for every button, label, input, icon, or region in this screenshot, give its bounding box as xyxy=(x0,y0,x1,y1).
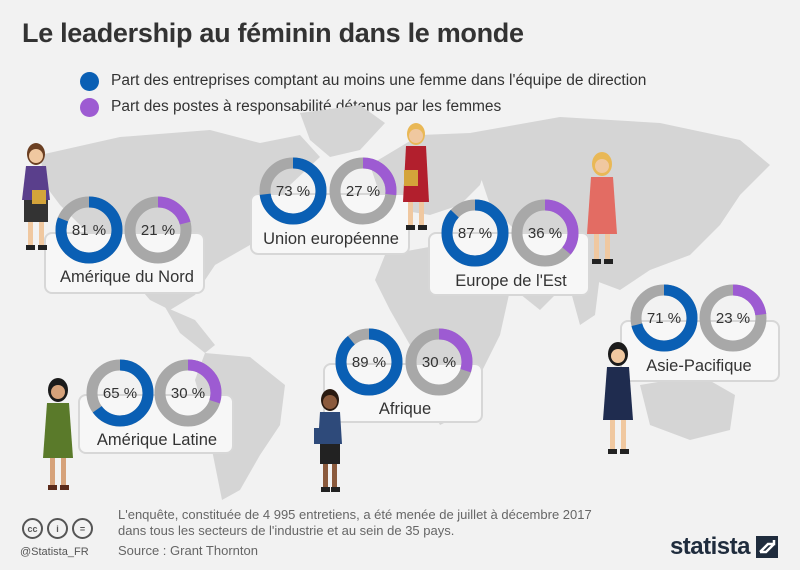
donut-europe-de-lest-series1: 87 % xyxy=(441,199,509,267)
footer-note-line2: dans tous les secteurs de l'industrie et… xyxy=(118,523,455,538)
region-label-amerique-du-nord: Amérique du Nord xyxy=(60,268,194,286)
donut-value-label: 65 % xyxy=(103,385,137,402)
donut-value-label: 30 % xyxy=(171,385,205,402)
statista-logo-mark-icon xyxy=(756,536,778,558)
donut-value-arc xyxy=(55,196,123,264)
legend-label-series2: Part des postes à responsabilité détenus… xyxy=(111,98,502,115)
donut-value-label: 30 % xyxy=(422,354,456,371)
donut-value-arc xyxy=(154,359,222,427)
legend-swatch-series2 xyxy=(80,97,99,117)
woman-figure-africa xyxy=(314,389,342,492)
donut-value-arc xyxy=(511,199,579,267)
legend-swatch-series1 xyxy=(80,71,99,91)
region-box-europe-de-lest xyxy=(428,232,590,296)
legend: Part des entreprises comptant au moins u… xyxy=(80,68,646,120)
donut-value-label: 71 % xyxy=(647,310,681,327)
donut-value-label: 27 % xyxy=(346,183,380,200)
donut-afrique-series1: 89 % xyxy=(335,328,403,396)
chart-title: Le leadership au féminin dans le monde xyxy=(22,18,524,48)
donut-value-arc xyxy=(405,328,473,396)
donut-amerique-du-nord-series2: 21 % xyxy=(124,196,192,264)
woman-figure-eastern-europe xyxy=(587,152,617,264)
donut-value-label: 89 % xyxy=(352,354,386,371)
donut-value-arc xyxy=(124,196,192,264)
donut-value-arc xyxy=(86,359,154,427)
cc-icon: cc xyxy=(22,518,43,539)
donut-value-arc xyxy=(335,328,403,396)
donut-value-label: 81 % xyxy=(72,222,106,239)
woman-figure-europe xyxy=(403,123,429,230)
region-label-afrique: Afrique xyxy=(378,400,432,418)
donut-afrique-series2: 30 % xyxy=(405,328,473,396)
region-box-afrique xyxy=(323,363,483,423)
donut-amerique-du-nord-series1: 81 % xyxy=(55,196,123,264)
donut-value-arc xyxy=(259,157,327,225)
donut-value-label: 73 % xyxy=(276,183,310,200)
donut-value-label: 87 % xyxy=(458,225,492,242)
woman-figure-latin-america xyxy=(43,378,73,490)
donut-asie-pacifique-series2: 23 % xyxy=(699,284,767,352)
by-icon: i xyxy=(47,518,68,539)
donut-value-arc xyxy=(630,284,698,352)
donut-europe-de-lest-series2: 36 % xyxy=(511,199,579,267)
legend-label-series1: Part des entreprises comptant au moins u… xyxy=(111,72,647,89)
footer-source: Source : Grant Thornton xyxy=(118,543,258,558)
donut-value-arc xyxy=(329,157,397,225)
nd-icon: = xyxy=(72,518,93,539)
woman-figure-asia-pacific xyxy=(603,342,633,454)
donut-value-label: 36 % xyxy=(528,225,562,242)
donut-value-arc xyxy=(441,199,509,267)
donut-amerique-latine-series2: 30 % xyxy=(154,359,222,427)
woman-figure-north-america xyxy=(22,143,50,250)
statista-logo: statista xyxy=(669,533,751,560)
license-icons: cc i = xyxy=(22,518,93,539)
donut-union-europeenne-series2: 27 % xyxy=(329,157,397,225)
region-label-asie-pacifique: Asie-Pacifique xyxy=(646,357,752,375)
donut-amerique-latine-series1: 65 % xyxy=(86,359,154,427)
donut-value-arc xyxy=(699,284,767,352)
social-handle: @Statista_FR xyxy=(20,546,89,558)
donut-value-label: 21 % xyxy=(141,222,175,239)
footer-note-line1: L'enquête, constituée de 4 995 entretien… xyxy=(118,507,592,522)
footer-note: L'enquête, constituée de 4 995 entretien… xyxy=(118,507,638,539)
donut-union-europeenne-series1: 73 % xyxy=(259,157,327,225)
donut-asie-pacifique-series1: 71 % xyxy=(630,284,698,352)
region-label-europe-de-lest: Europe de l'Est xyxy=(455,272,567,290)
donut-value-label: 23 % xyxy=(716,310,750,327)
region-label-union-europeenne: Union européenne xyxy=(263,230,399,248)
legend-item-series1: Part des entreprises comptant au moins u… xyxy=(80,68,646,94)
legend-item-series2: Part des postes à responsabilité détenus… xyxy=(80,94,646,120)
region-label-amerique-latine: Amérique Latine xyxy=(96,431,218,449)
